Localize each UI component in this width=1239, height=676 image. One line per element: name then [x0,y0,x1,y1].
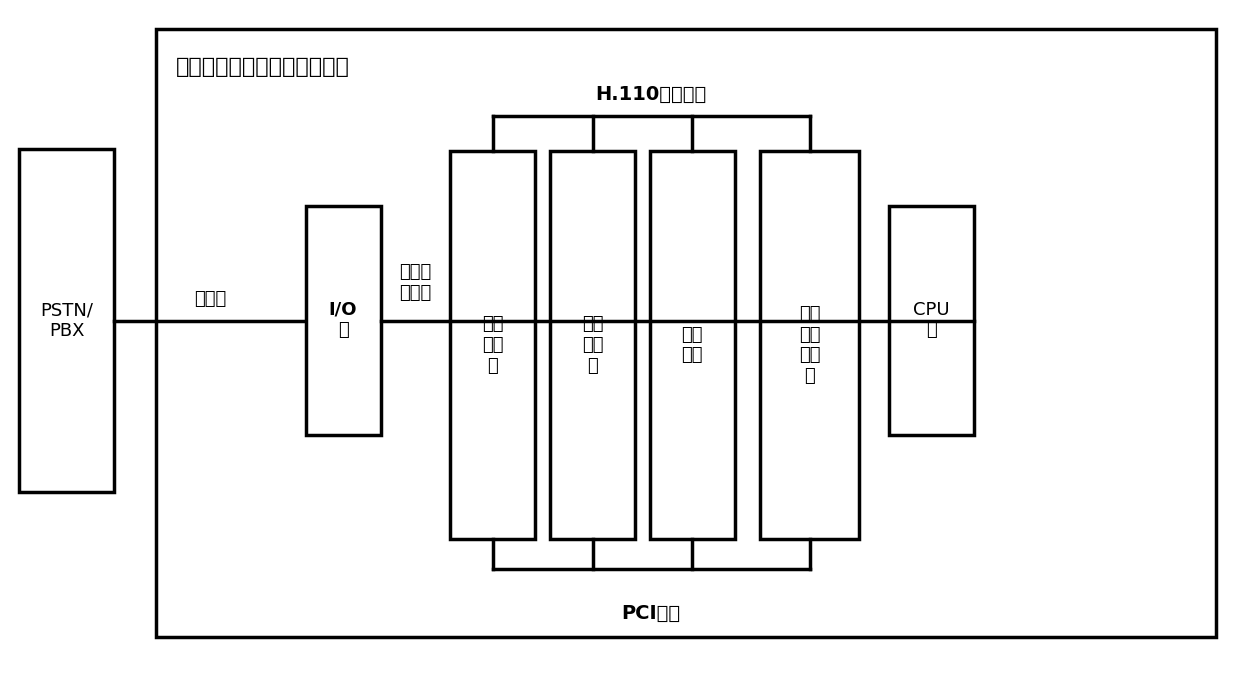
Bar [890,206,974,435]
Bar [306,206,380,435]
Text: 中继线: 中继线 [193,289,225,308]
Text: 会议
桥板: 会议 桥板 [681,326,703,364]
Text: 语音
导航
板: 语音 导航 板 [582,315,603,375]
Text: 语音
增强
处理
板: 语音 增强 处理 板 [799,305,820,385]
Text: 前后互
联针脚: 前后互 联针脚 [399,264,431,302]
Text: I/O
板: I/O 板 [328,301,357,339]
Bar [760,151,860,539]
Text: 语音资源处理和交换服务平台: 语音资源处理和交换服务平台 [176,57,349,77]
Text: PCI总线: PCI总线 [622,604,680,623]
Bar [451,151,535,539]
Bar [650,151,735,539]
Text: H.110背板总线: H.110背板总线 [596,84,706,103]
Text: CPU
板: CPU 板 [913,301,950,339]
Bar [156,29,1215,637]
Text: PSTN/
PBX: PSTN/ PBX [40,301,93,340]
Bar [20,149,114,492]
Text: 数字
中继
板: 数字 中继 板 [482,315,503,375]
Bar [550,151,634,539]
